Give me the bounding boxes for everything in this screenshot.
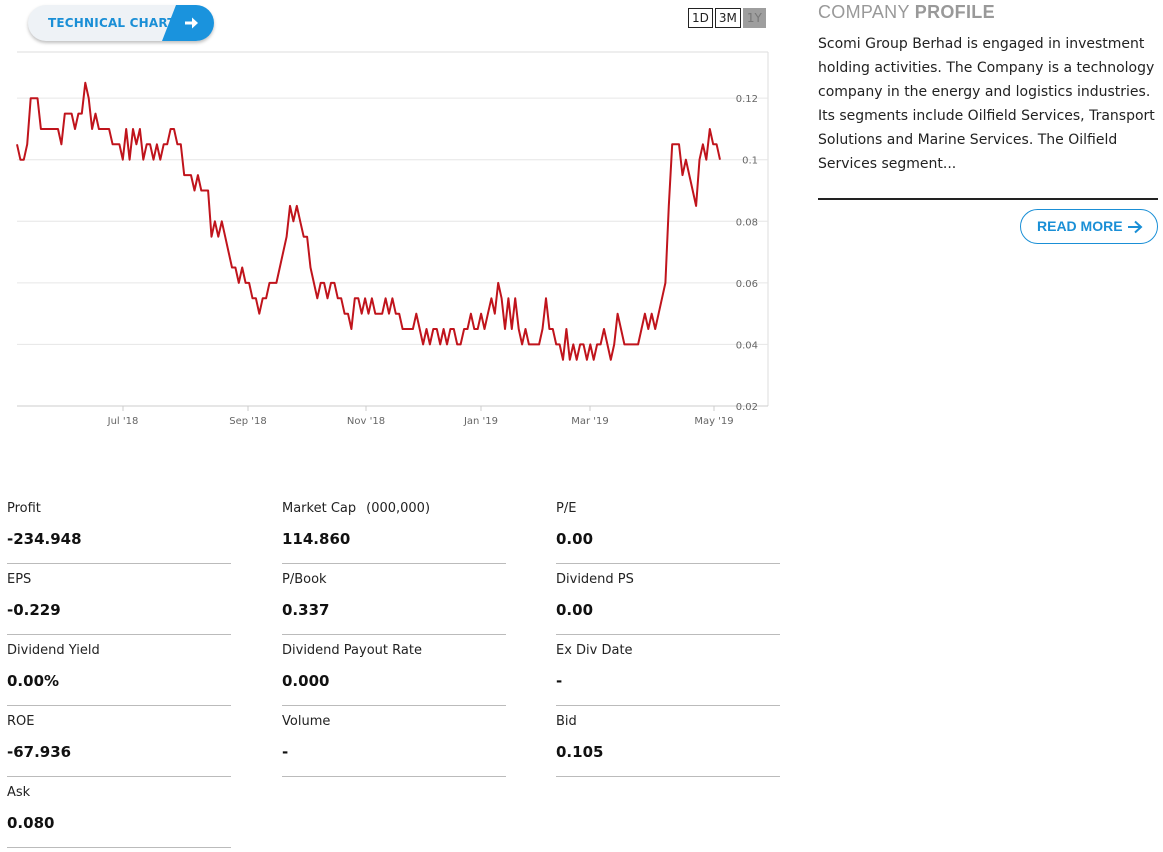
stat-value: - xyxy=(282,743,289,761)
stat-label-text: Dividend Payout Rate xyxy=(282,643,422,658)
stat-item: Bid 0.105 xyxy=(556,706,780,777)
y-tick-label: 0.04 xyxy=(736,340,758,351)
technical-chart-button[interactable]: TECHNICAL CHART xyxy=(28,5,214,41)
x-tick-label: Mar '19 xyxy=(571,416,609,427)
stat-item: P/Book 0.337 xyxy=(282,564,506,635)
stat-label-text: Dividend Yield xyxy=(7,643,100,658)
stat-value: 0.00 xyxy=(556,530,594,548)
x-tick-label: Nov '18 xyxy=(347,416,385,427)
stat-value: -234.948 xyxy=(7,530,82,548)
stat-label-text: Volume xyxy=(282,714,331,729)
stat-item: Dividend Yield 0.00% xyxy=(7,635,231,706)
stat-label: EPS xyxy=(7,572,31,587)
stat-item: Ask 0.080 xyxy=(7,777,231,848)
price-chart: 0.02 0.04 0.06 0.08 0.1 0.12 Jul '18 Sep '18 Nov… xyxy=(16,51,769,427)
stat-item: Profit -234.948 xyxy=(7,493,231,564)
stat-item: Dividend Payout Rate 0.000 xyxy=(282,635,506,706)
stat-item: Market Cap (000,000) 114.860 xyxy=(282,493,506,564)
y-tick-label: 0.06 xyxy=(736,279,758,290)
profile-description: Scomi Group Berhad is engaged in investm… xyxy=(818,36,1155,172)
range-1y-button[interactable]: 1Y xyxy=(742,8,766,28)
y-tick-label: 0.02 xyxy=(736,402,758,413)
stat-label: Bid xyxy=(556,714,577,729)
arrow-right-icon xyxy=(185,17,198,29)
arrow-right-icon xyxy=(1128,220,1143,234)
stat-item: ROE -67.936 xyxy=(7,706,231,777)
stat-value: 114.860 xyxy=(282,530,351,548)
stat-item: Dividend PS 0.00 xyxy=(556,564,780,635)
stat-label: Market Cap (000,000) xyxy=(282,501,430,516)
stat-item: EPS -0.229 xyxy=(7,564,231,635)
stat-unit: (000,000) xyxy=(366,501,431,516)
range-3m-button[interactable]: 3M xyxy=(714,8,741,28)
stat-value: 0.00 xyxy=(556,601,594,619)
x-tick-label: May '19 xyxy=(694,416,733,427)
stat-value: 0.105 xyxy=(556,743,604,761)
stat-label-text: Bid xyxy=(556,714,577,729)
stat-label: Ex Div Date xyxy=(556,643,633,658)
x-tick-label: Sep '18 xyxy=(229,416,267,427)
stat-item: Volume - xyxy=(282,706,506,777)
x-tick-label: Jul '18 xyxy=(107,416,139,427)
stat-label-text: Market Cap xyxy=(282,501,357,516)
read-more-button[interactable]: READ MORE xyxy=(1020,209,1158,244)
price-series-line xyxy=(16,81,721,361)
stat-label: Volume xyxy=(282,714,330,729)
x-tick-label: Jan '19 xyxy=(463,416,498,427)
stat-label: P/E xyxy=(556,501,576,516)
company-profile: COMPANY PROFILE Scomi Group Berhad is en… xyxy=(818,0,1158,244)
stat-label-text: ROE xyxy=(7,714,35,729)
profile-divider xyxy=(818,198,1158,200)
stat-label-text: Dividend PS xyxy=(556,572,634,587)
stat-value: 0.337 xyxy=(282,601,330,619)
stat-item: Ex Div Date - xyxy=(556,635,780,706)
stat-label-text: Profit xyxy=(7,501,41,516)
stat-value: 0.00% xyxy=(7,672,60,690)
y-tick-label: 0.08 xyxy=(736,217,758,228)
stat-label-text: P/E xyxy=(556,501,577,516)
stat-value: 0.000 xyxy=(282,672,330,690)
stat-label: Profit xyxy=(7,501,41,516)
profile-title-bold: PROFILE xyxy=(914,2,995,22)
range-1d-button[interactable]: 1D xyxy=(688,8,713,28)
stat-value: -67.936 xyxy=(7,743,72,761)
stat-label: Ask xyxy=(7,785,30,800)
stat-label-text: EPS xyxy=(7,572,32,587)
stat-label: P/Book xyxy=(282,572,327,587)
stat-value: - xyxy=(556,672,563,690)
stat-label: Dividend Payout Rate xyxy=(282,643,422,658)
y-tick-label: 0.1 xyxy=(742,156,758,167)
read-more-label: READ MORE xyxy=(1037,218,1123,234)
stat-label-text: P/Book xyxy=(282,572,327,587)
profile-title-light: COMPANY xyxy=(818,2,910,22)
stat-label: ROE xyxy=(7,714,34,729)
profile-title: COMPANY PROFILE xyxy=(818,0,1158,24)
technical-chart-label: TECHNICAL CHART xyxy=(48,16,176,30)
stat-value: 0.080 xyxy=(7,814,55,832)
range-selector: 1D 3M 1Y xyxy=(688,8,766,28)
y-tick-label: 0.12 xyxy=(736,94,758,105)
stat-value: -0.229 xyxy=(7,601,61,619)
stat-label: Dividend PS xyxy=(556,572,634,587)
stat-label: Dividend Yield xyxy=(7,643,100,658)
stat-label-text: Ex Div Date xyxy=(556,643,633,658)
stat-label-text: Ask xyxy=(7,785,31,800)
stat-item: P/E 0.00 xyxy=(556,493,780,564)
